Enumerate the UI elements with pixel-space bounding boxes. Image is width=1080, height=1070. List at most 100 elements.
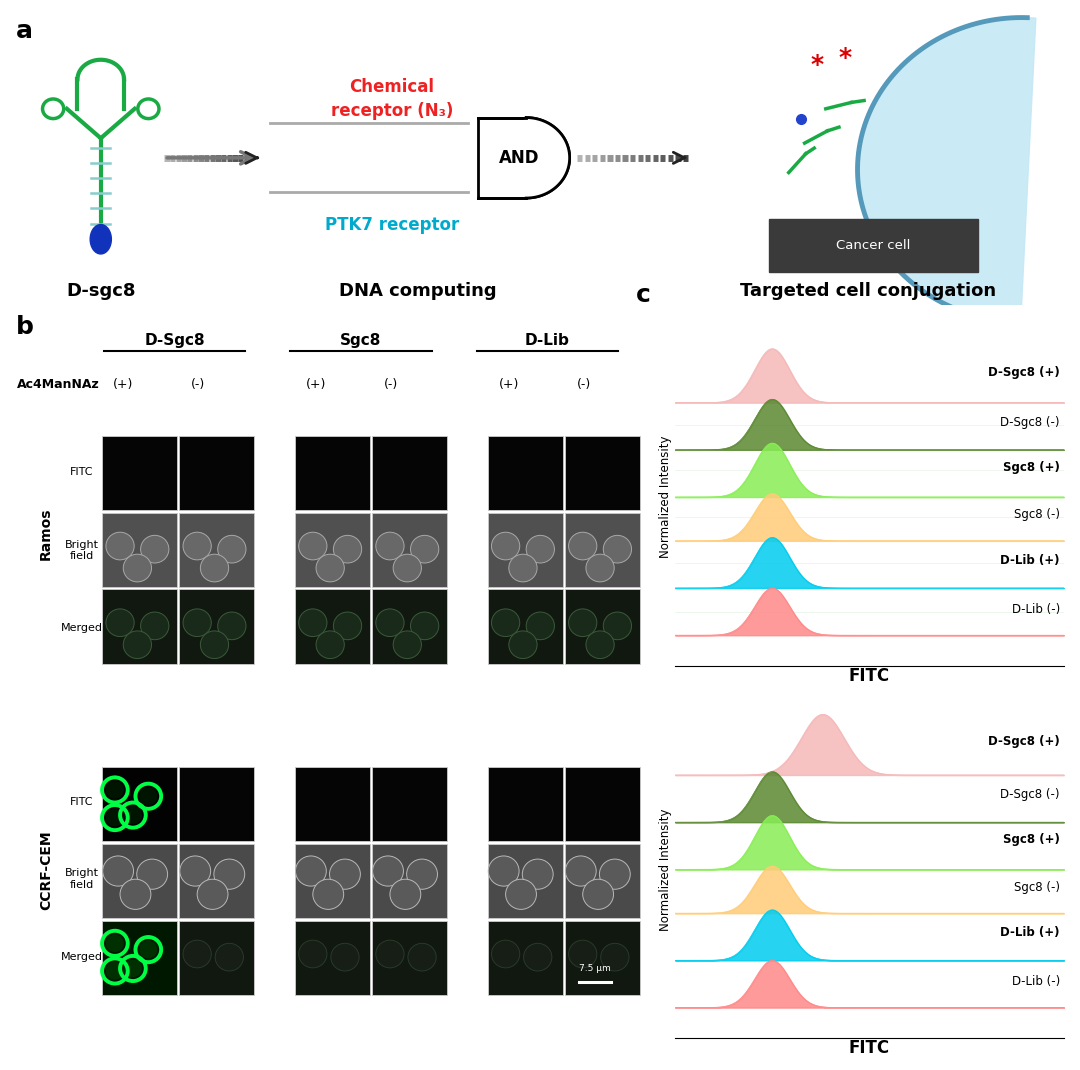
Text: a: a — [16, 18, 33, 43]
Bar — [179, 844, 255, 918]
Text: D-Lib (-): D-Lib (-) — [1012, 975, 1059, 988]
Circle shape — [183, 941, 212, 968]
Bar — [295, 513, 370, 586]
X-axis label: FITC: FITC — [849, 1039, 890, 1057]
Bar — [102, 920, 177, 995]
Circle shape — [299, 609, 327, 637]
Text: D-Sgc8 (-): D-Sgc8 (-) — [1000, 415, 1059, 428]
Circle shape — [106, 809, 124, 826]
Bar — [372, 920, 447, 995]
Circle shape — [599, 859, 631, 889]
Text: Targeted cell conjugation: Targeted cell conjugation — [740, 282, 996, 300]
Bar — [565, 590, 640, 663]
Text: CCRF-CEM: CCRF-CEM — [39, 830, 53, 910]
Circle shape — [218, 612, 246, 640]
Circle shape — [408, 944, 436, 970]
Text: (-): (-) — [384, 378, 399, 391]
Text: Ramos: Ramos — [39, 507, 53, 560]
Circle shape — [407, 859, 437, 889]
Circle shape — [123, 554, 151, 582]
Text: D-sgc8: D-sgc8 — [66, 282, 135, 300]
Text: (+): (+) — [306, 378, 326, 391]
Circle shape — [214, 859, 245, 889]
Bar — [102, 767, 177, 841]
Bar — [295, 844, 370, 918]
Circle shape — [334, 612, 362, 640]
Text: (-): (-) — [577, 378, 591, 391]
Text: D-Sgc8 (-): D-Sgc8 (-) — [1000, 788, 1059, 800]
Circle shape — [488, 856, 519, 886]
Circle shape — [604, 535, 632, 563]
Bar — [295, 767, 370, 841]
Circle shape — [491, 941, 519, 968]
Circle shape — [600, 944, 629, 970]
Text: Sgc8 (-): Sgc8 (-) — [1014, 881, 1059, 893]
Circle shape — [123, 631, 151, 658]
Bar — [565, 767, 640, 841]
Text: (+): (+) — [499, 378, 519, 391]
Circle shape — [299, 532, 327, 560]
Circle shape — [120, 880, 151, 910]
Bar — [372, 590, 447, 663]
Circle shape — [139, 941, 158, 959]
Bar — [565, 437, 640, 510]
Circle shape — [201, 554, 229, 582]
Circle shape — [106, 934, 124, 952]
Bar — [295, 920, 370, 995]
Circle shape — [316, 554, 345, 582]
Circle shape — [201, 631, 229, 658]
Circle shape — [565, 856, 596, 886]
Bar — [487, 513, 563, 586]
Circle shape — [313, 880, 343, 910]
Text: b: b — [16, 316, 33, 339]
Bar — [102, 513, 177, 586]
Text: Sgc8 (+): Sgc8 (+) — [1003, 834, 1059, 846]
Bar — [179, 920, 255, 995]
Bar — [487, 437, 563, 510]
Circle shape — [140, 612, 168, 640]
Bar — [179, 590, 255, 663]
Bar — [295, 437, 370, 510]
Circle shape — [390, 880, 421, 910]
Bar — [179, 513, 255, 586]
Circle shape — [524, 944, 552, 970]
Bar — [372, 437, 447, 510]
Circle shape — [410, 612, 438, 640]
Circle shape — [526, 612, 554, 640]
Bar — [565, 513, 640, 586]
Circle shape — [139, 788, 158, 805]
Text: D-Lib (+): D-Lib (+) — [1000, 553, 1059, 567]
Circle shape — [299, 941, 327, 968]
Circle shape — [568, 941, 597, 968]
Text: Merged: Merged — [60, 951, 103, 962]
Circle shape — [218, 535, 246, 563]
Bar — [179, 767, 255, 841]
Circle shape — [179, 856, 211, 886]
Text: *: * — [838, 46, 851, 70]
Text: *: * — [811, 52, 824, 77]
Circle shape — [140, 535, 168, 563]
Bar — [565, 844, 640, 918]
Circle shape — [376, 941, 404, 968]
Text: c: c — [636, 282, 651, 306]
Bar — [487, 844, 563, 918]
Circle shape — [526, 535, 554, 563]
Circle shape — [568, 609, 597, 637]
Circle shape — [568, 532, 597, 560]
Text: D-Sgc8: D-Sgc8 — [145, 333, 205, 348]
Bar — [487, 767, 563, 841]
Text: Merged: Merged — [60, 623, 103, 632]
Text: D-Lib (+): D-Lib (+) — [1000, 926, 1059, 939]
Circle shape — [376, 532, 404, 560]
Text: FITC: FITC — [70, 797, 93, 807]
Text: AND: AND — [499, 149, 539, 167]
Text: Ac4ManNAz: Ac4ManNAz — [16, 378, 99, 391]
Circle shape — [334, 535, 362, 563]
Circle shape — [523, 859, 553, 889]
Circle shape — [505, 880, 537, 910]
Circle shape — [183, 609, 212, 637]
Circle shape — [316, 631, 345, 658]
Circle shape — [103, 856, 134, 886]
Circle shape — [376, 609, 404, 637]
Circle shape — [296, 856, 326, 886]
